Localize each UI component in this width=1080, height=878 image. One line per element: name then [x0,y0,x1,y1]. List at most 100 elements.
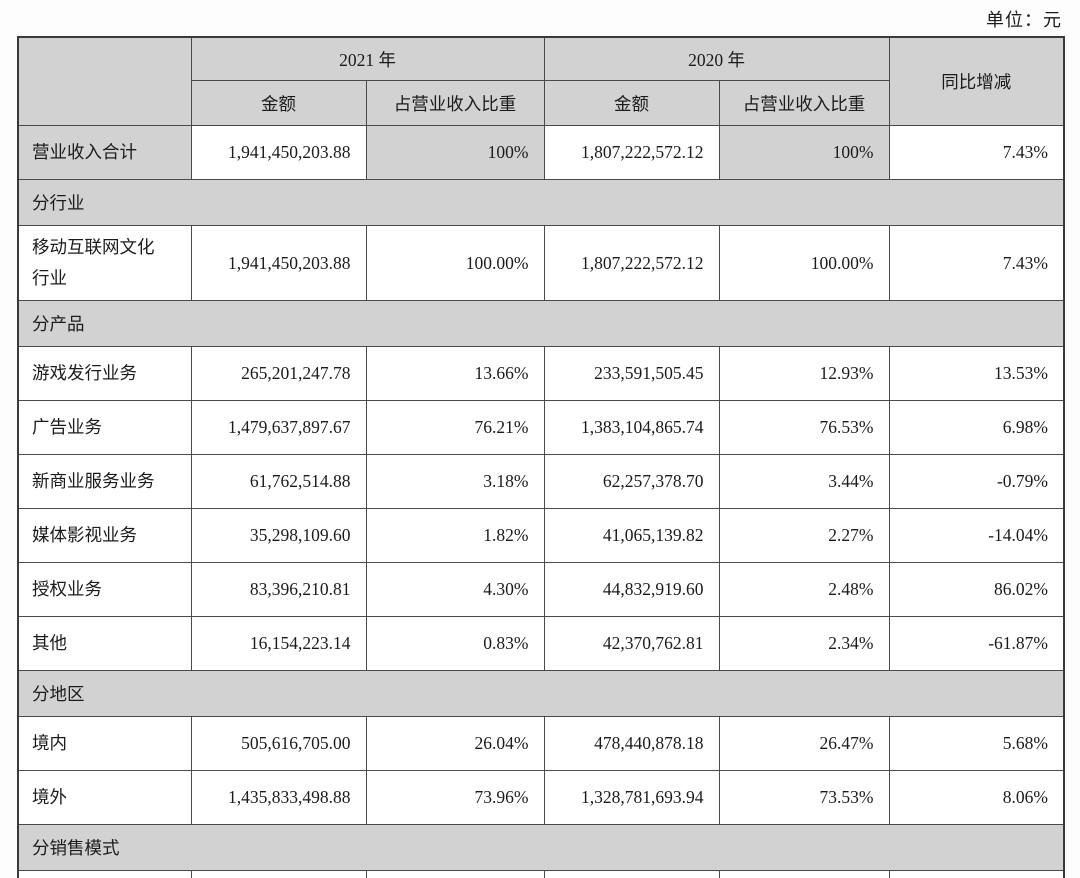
data-row: 营业收入合计 1,941,450,203.88 100% 1,807,222,572.… [17,125,1065,180]
amount-2021-header: 金额 [190,80,367,126]
pct-2020-cell: 2.34% [718,616,890,671]
pct-2021-cell: 76.21% [365,400,545,455]
data-row: 授权业务 83,396,210.81 4.30% 44,832,919.60 2.48%… [17,562,1065,617]
yoy-cell: 7.43% [888,225,1065,301]
pct-2021-cell: 1.82% [365,508,545,563]
data-row: 移动互联网文化行业 1,941,450,203.88 100.00% 1,807,22… [17,225,1065,301]
pct-2021-cell: 13.66% [365,346,545,401]
amount-2020-cell: 1,807,222,572.12 [543,125,720,180]
yoy-cell: -61.87% [888,616,1065,671]
pct-2020-cell: 12.93% [718,346,890,401]
pct-2020-cell: 76.53% [718,400,890,455]
section-label: 分销售模式 [17,824,1065,871]
pct-2021-cell: 26.04% [365,716,545,771]
row-label: 营业收入合计 [17,125,192,180]
year-2020-header: 2020 年 [543,36,890,81]
data-row: 游戏发行业务 265,201,247.78 13.66% 233,591,505.45… [17,346,1065,401]
amount-2020-header: 金额 [543,80,720,126]
pct-2021-cell: 100.00% [365,225,545,301]
row-label: 移动互联网文化行业 [17,225,192,301]
amount-2021-cell: 1,435,833,498.88 [190,770,367,825]
amount-2021-cell: 16,154,223.14 [190,616,367,671]
amount-2020-cell: 44,832,919.60 [543,562,720,617]
amount-2021-cell: 265,201,247.78 [190,346,367,401]
section-row: 分行业 [17,179,1065,226]
yoy-cell: 8.06% [888,770,1065,825]
section-label: 分行业 [17,179,1065,226]
amount-2020-cell: 201,471,783.08 [543,870,720,878]
data-row: 媒体影视业务 35,298,109.60 1.82% 41,065,139.82 2.2… [17,508,1065,563]
amount-2021-cell: 214,969,192.32 [190,870,367,878]
corner-empty-cell [17,36,192,126]
row-label: 游戏发行业务 [17,346,192,401]
yoy-cell: -14.04% [888,508,1065,563]
row-label: 授权业务 [17,562,192,617]
data-row: 新商业服务业务 61,762,514.88 3.18% 62,257,378.70 3.… [17,454,1065,509]
pct-2021-cell: 100% [365,125,545,180]
data-row: 境内 505,616,705.00 26.04% 478,440,878.18 26.4… [17,716,1065,771]
amount-2020-cell: 41,065,139.82 [543,508,720,563]
amount-2021-cell: 1,479,637,897.67 [190,400,367,455]
amount-2021-cell: 83,396,210.81 [190,562,367,617]
section-label: 分地区 [17,670,1065,717]
pct-2021-cell: 73.96% [365,770,545,825]
yoy-cell: 86.02% [888,562,1065,617]
amount-2020-cell: 1,383,104,865.74 [543,400,720,455]
pct-2020-cell: 2.48% [718,562,890,617]
pct-2020-header: 占营业收入比重 [718,80,890,126]
row-label: 新商业服务业务 [17,454,192,509]
pct-2020-cell: 73.53% [718,770,890,825]
pct-2020-cell: 2.27% [718,508,890,563]
pct-2020-cell: 26.47% [718,716,890,771]
yoy-cell: 7.43% [888,125,1065,180]
amount-2021-cell: 1,941,450,203.88 [190,225,367,301]
pct-2021-cell: 11.07% [365,870,545,878]
amount-2021-cell: 505,616,705.00 [190,716,367,771]
yoy-header: 同比增减 [888,36,1065,126]
amount-2020-cell: 1,807,222,572.12 [543,225,720,301]
header-row-years: 2021 年 2020 年 同比增减 [17,36,1065,126]
pct-2021-cell: 0.83% [365,616,545,671]
header-row-subcolumns: 金额 占营业收入比重 金额 占营业收入比重 [18,80,1064,126]
section-row: 分产品 [17,300,1065,347]
amount-2020-cell: 233,591,505.45 [543,346,720,401]
row-label: 境内 [17,716,192,771]
pct-2021-cell: 3.18% [365,454,545,509]
amount-2020-cell: 478,440,878.18 [543,716,720,771]
amount-2020-cell: 62,257,378.70 [543,454,720,509]
section-row: 分销售模式 [17,824,1065,871]
data-row: 广告业务 1,479,637,897.67 76.21% 1,383,104,865.… [17,400,1065,455]
amount-2020-cell: 42,370,762.81 [543,616,720,671]
pct-2021-header: 占营业收入比重 [365,80,545,126]
data-row: 境外 1,435,833,498.88 73.96% 1,328,781,693.94… [17,770,1065,825]
pct-2020-cell: 100% [718,125,890,180]
pct-2020-cell: 100.00% [718,225,890,301]
amount-2021-cell: 1,941,450,203.88 [190,125,367,180]
row-label: 直接销售 [17,870,192,878]
pct-2020-cell: 3.44% [718,454,890,509]
section-row: 分地区 [17,670,1065,717]
section-label: 分产品 [17,300,1065,347]
yoy-cell: 6.70% [888,870,1065,878]
yoy-cell: 5.68% [888,716,1065,771]
table-header: 2021 年 2020 年 同比增减 金额 占营业收入比重 金额 占营业收入比重 [17,36,1065,126]
row-label: 境外 [17,770,192,825]
data-row: 其他 16,154,223.14 0.83% 42,370,762.81 2.34% -6… [17,616,1065,671]
amount-2020-cell: 1,328,781,693.94 [543,770,720,825]
revenue-breakdown-table: 2021 年 2020 年 同比增减 金额 占营业收入比重 金额 占营业收入比重… [17,36,1065,878]
pct-2021-cell: 4.30% [365,562,545,617]
yoy-cell: 6.98% [888,400,1065,455]
row-label: 其他 [17,616,192,671]
yoy-cell: 13.53% [888,346,1065,401]
amount-2021-cell: 61,762,514.88 [190,454,367,509]
unit-label: 单位：元 [986,10,1062,30]
amount-2021-cell: 35,298,109.60 [190,508,367,563]
row-label: 广告业务 [17,400,192,455]
pct-2020-cell: 11.15% [718,870,890,878]
data-row: 直接销售214,969,192.3211.07%201,471,783.0811… [17,870,1065,878]
year-2021-header: 2021 年 [190,36,545,81]
yoy-cell: -0.79% [888,454,1065,509]
row-label: 媒体影视业务 [17,508,192,563]
table-body: 营业收入合计 1,941,450,203.88 100% 1,807,222,572.… [17,125,1065,878]
